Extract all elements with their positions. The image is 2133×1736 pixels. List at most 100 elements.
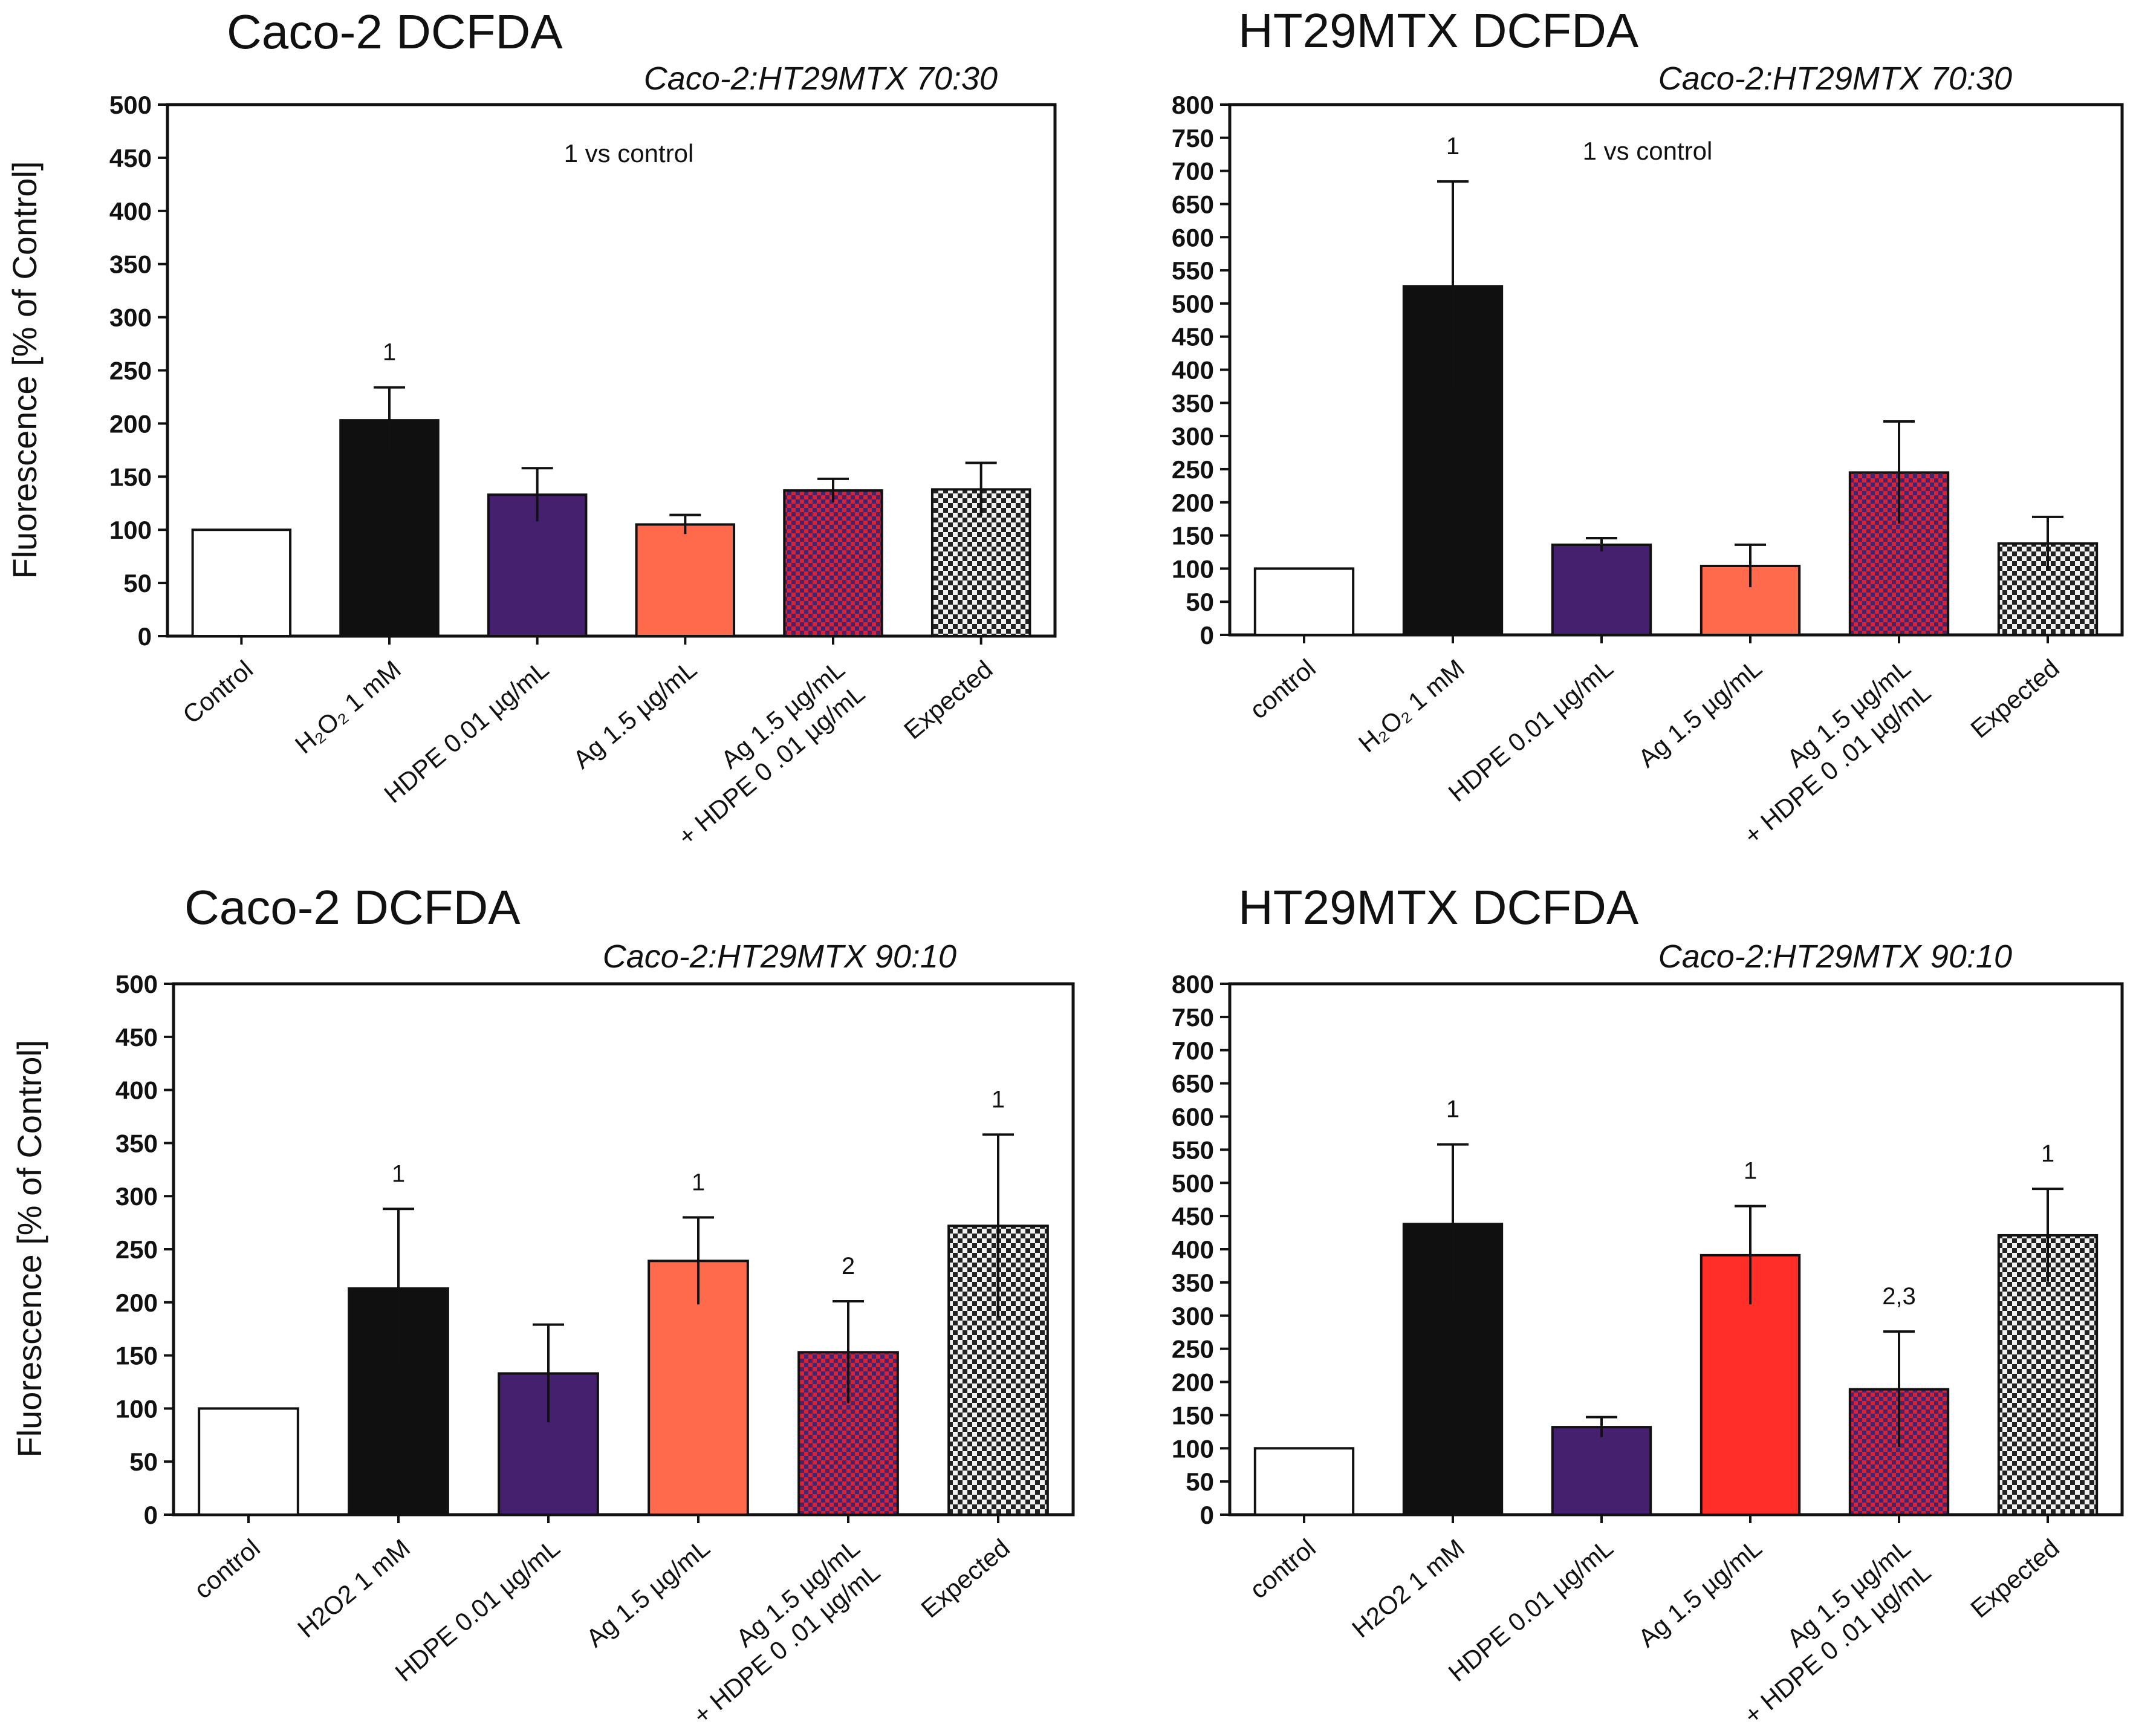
y-tick-label: 450 <box>109 144 152 172</box>
y-tick-label: 300 <box>109 304 152 332</box>
y-tick-label: 100 <box>109 516 152 544</box>
chart-subtitle: Caco-2:HT29MTX 70:30 <box>644 60 998 97</box>
significance-label-2: 1 <box>1446 133 1459 160</box>
y-tick-label: 200 <box>115 1289 158 1317</box>
y-tick-label: 0 <box>144 1501 158 1529</box>
y-tick-label: 50 <box>129 1448 158 1476</box>
significance-label-6: 1 <box>2041 1140 2054 1167</box>
y-tick-label: 250 <box>109 357 152 385</box>
y-tick-label: 300 <box>1172 1302 1214 1330</box>
plot-frame <box>1228 982 2124 1517</box>
plot-frame <box>1228 103 2124 637</box>
x-tick-label-4: Ag 1.5 µg/mL <box>1633 1533 1767 1653</box>
chart-panel-1: Caco-2 DCFDA Caco-2:HT29MTX 70:30 1 vs con… <box>5 5 1057 851</box>
y-tick-label: 150 <box>1172 522 1214 550</box>
y-tick-label: 800 <box>1172 91 1214 119</box>
x-tick-label-line: Ag 1.5 µg/mL <box>1633 1533 1767 1653</box>
y-axis-label: Fluorescence [% of Control] <box>5 161 44 579</box>
x-tick-label-line: control <box>189 1533 265 1604</box>
x-tick-label-line: control <box>1244 1533 1321 1604</box>
bar-6 <box>1997 1234 2099 1516</box>
x-tick-label-line: Control <box>177 655 258 729</box>
bar-2 <box>339 419 440 637</box>
x-tick-label-line: Ag 1.5 µg/mL <box>1633 654 1767 773</box>
x-tick-label-4: Ag 1.5 µg/mL <box>568 655 702 774</box>
y-tick-label: 400 <box>1172 1235 1214 1264</box>
significance-label-2: 1 <box>383 339 396 366</box>
y-tick-label: 50 <box>1186 1468 1214 1496</box>
y-tick-label: 750 <box>1172 124 1214 152</box>
y-tick-label: 700 <box>1172 157 1214 186</box>
x-tick-label-line: Expected <box>915 1533 1015 1624</box>
y-tick-label: 650 <box>1172 190 1214 218</box>
x-tick-label-line: H₂O₂ 1 mM <box>1353 654 1470 758</box>
chart-note: 1 vs control <box>1583 137 1713 165</box>
panels: Caco-2 DCFDA Caco-2:HT29MTX 70:30 1 vs con… <box>5 4 2124 1730</box>
y-tick-label: 150 <box>115 1342 158 1370</box>
x-tick-label-1: Control <box>177 655 258 729</box>
y-tick-label: 150 <box>109 463 152 491</box>
y-tick-label: 500 <box>109 91 152 119</box>
chart-subtitle: Caco-2:HT29MTX 90:10 <box>603 938 956 975</box>
x-tick-label-6: Expected <box>915 1533 1015 1624</box>
y-tick-label: 550 <box>1172 1136 1214 1164</box>
x-tick-label-6: Expected <box>1965 1533 2064 1624</box>
x-tick-label-line: Ag 1.5 µg/mL <box>568 655 702 774</box>
x-tick-label-line: H2O2 1 mM <box>1346 1533 1470 1643</box>
x-tick-label-3: HDPE 0.01 µg/mL <box>390 1533 565 1687</box>
y-tick-label: 50 <box>1186 588 1214 616</box>
y-tick-label: 500 <box>1172 290 1214 318</box>
plot-frame <box>166 103 1057 638</box>
bar-1 <box>198 1407 299 1516</box>
x-tick-label-line: HDPE 0.01 µg/mL <box>390 1533 565 1687</box>
x-tick-label-line: Expected <box>1965 1533 2064 1624</box>
y-tick-label: 700 <box>1172 1036 1214 1065</box>
significance-label-2: 1 <box>392 1160 405 1187</box>
y-axis-label: Fluorescence [% of Control] <box>10 1040 48 1458</box>
chart-title: Caco-2 DCFDA <box>184 880 521 934</box>
x-tick-label-2: H2O2 1 mM <box>292 1533 415 1643</box>
y-tick-label: 100 <box>115 1394 158 1423</box>
x-tick-label-6: Expected <box>1965 654 2064 744</box>
y-tick-label: 400 <box>109 197 152 226</box>
y-tick-label: 350 <box>1172 389 1214 417</box>
bar-1 <box>1253 1447 1355 1516</box>
x-tick-label-line: H₂O₂ 1 mM <box>290 655 406 759</box>
chart-title: HT29MTX DCFDA <box>1238 4 1639 57</box>
y-tick-label: 550 <box>1172 256 1214 285</box>
chart-subtitle: Caco-2:HT29MTX 90:10 <box>1658 938 2012 975</box>
y-tick-label: 450 <box>1172 1202 1214 1230</box>
x-tick-label-3: HDPE 0.01 µg/mL <box>1443 1533 1618 1687</box>
chart-title: HT29MTX DCFDA <box>1238 880 1639 934</box>
plot-frame <box>172 982 1075 1517</box>
y-tick-label: 650 <box>1172 1070 1214 1098</box>
chart-panel-4: HT29MTX DCFDA Caco-2:HT29MTX 90:10 0 50 100 1… <box>1172 880 2124 1730</box>
y-tick-label: 100 <box>1172 1434 1214 1463</box>
bar-4 <box>635 523 736 637</box>
bar-3 <box>1551 543 1652 636</box>
significance-label-2: 1 <box>1446 1096 1459 1123</box>
y-tick-label: 100 <box>1172 554 1214 583</box>
x-tick-label-line: Ag 1.5 µg/mL <box>581 1533 715 1653</box>
x-tick-label-2: H₂O₂ 1 mM <box>290 655 406 759</box>
y-tick-label: 500 <box>1172 1169 1214 1197</box>
x-tick-label-3: HDPE 0.01 µg/mL <box>378 655 554 808</box>
y-tick-label: 0 <box>138 622 152 651</box>
y-tick-label: 600 <box>1172 223 1214 252</box>
y-tick-label: 350 <box>1172 1269 1214 1297</box>
x-tick-label-line: control <box>1244 654 1321 724</box>
y-tick-label: 50 <box>123 569 152 597</box>
y-tick-label: 750 <box>1172 1003 1214 1032</box>
chart-panel-2: HT29MTX DCFDA Caco-2:HT29MTX 70:30 1 vs co… <box>1172 4 2124 850</box>
x-tick-label-3: HDPE 0.01 µg/mL <box>1443 654 1618 807</box>
bar-3 <box>1551 1426 1652 1516</box>
x-tick-label-line: HDPE 0.01 µg/mL <box>378 655 554 808</box>
x-tick-label-1: control <box>1244 654 1321 724</box>
x-tick-label-1: control <box>1244 1533 1321 1604</box>
y-tick-label: 200 <box>1172 489 1214 517</box>
significance-label-4: 1 <box>1744 1158 1757 1185</box>
y-tick-label: 450 <box>115 1023 158 1052</box>
bar-1 <box>191 528 292 638</box>
x-tick-label-2: H₂O₂ 1 mM <box>1353 654 1470 758</box>
